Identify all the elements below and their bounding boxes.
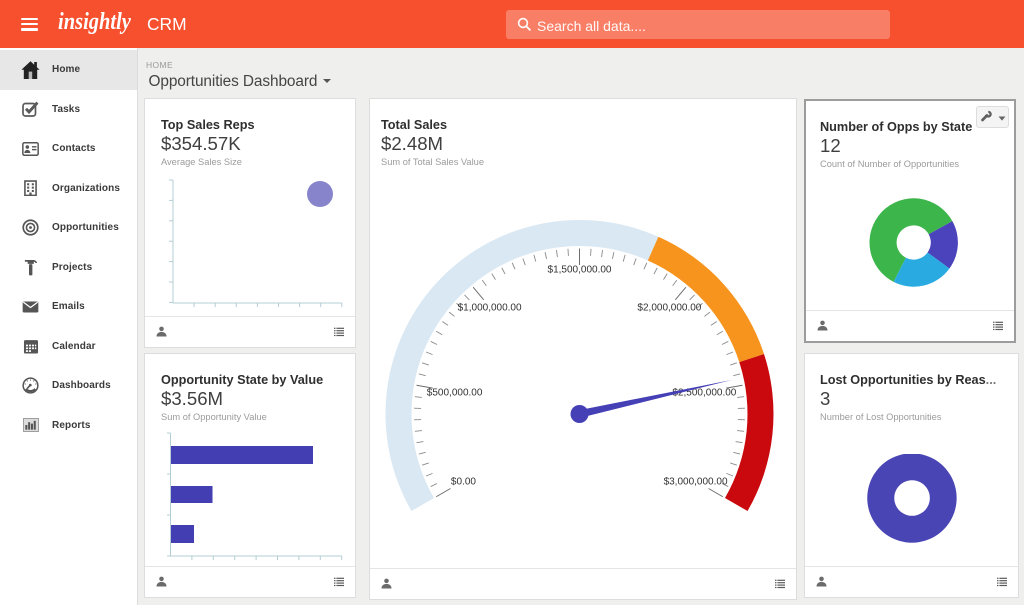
svg-text:$0.00: $0.00 xyxy=(451,477,476,488)
svg-text:$1,000,000.00: $1,000,000.00 xyxy=(458,302,522,313)
svg-text:$500,000.00: $500,000.00 xyxy=(427,387,483,398)
svg-text:$2,000,000.00: $2,000,000.00 xyxy=(637,302,701,313)
svg-text:$2,500,000.00: $2,500,000.00 xyxy=(672,387,736,398)
svg-text:$3,000,000.00: $3,000,000.00 xyxy=(664,477,728,488)
svg-text:$1,500,000.00: $1,500,000.00 xyxy=(548,265,612,276)
